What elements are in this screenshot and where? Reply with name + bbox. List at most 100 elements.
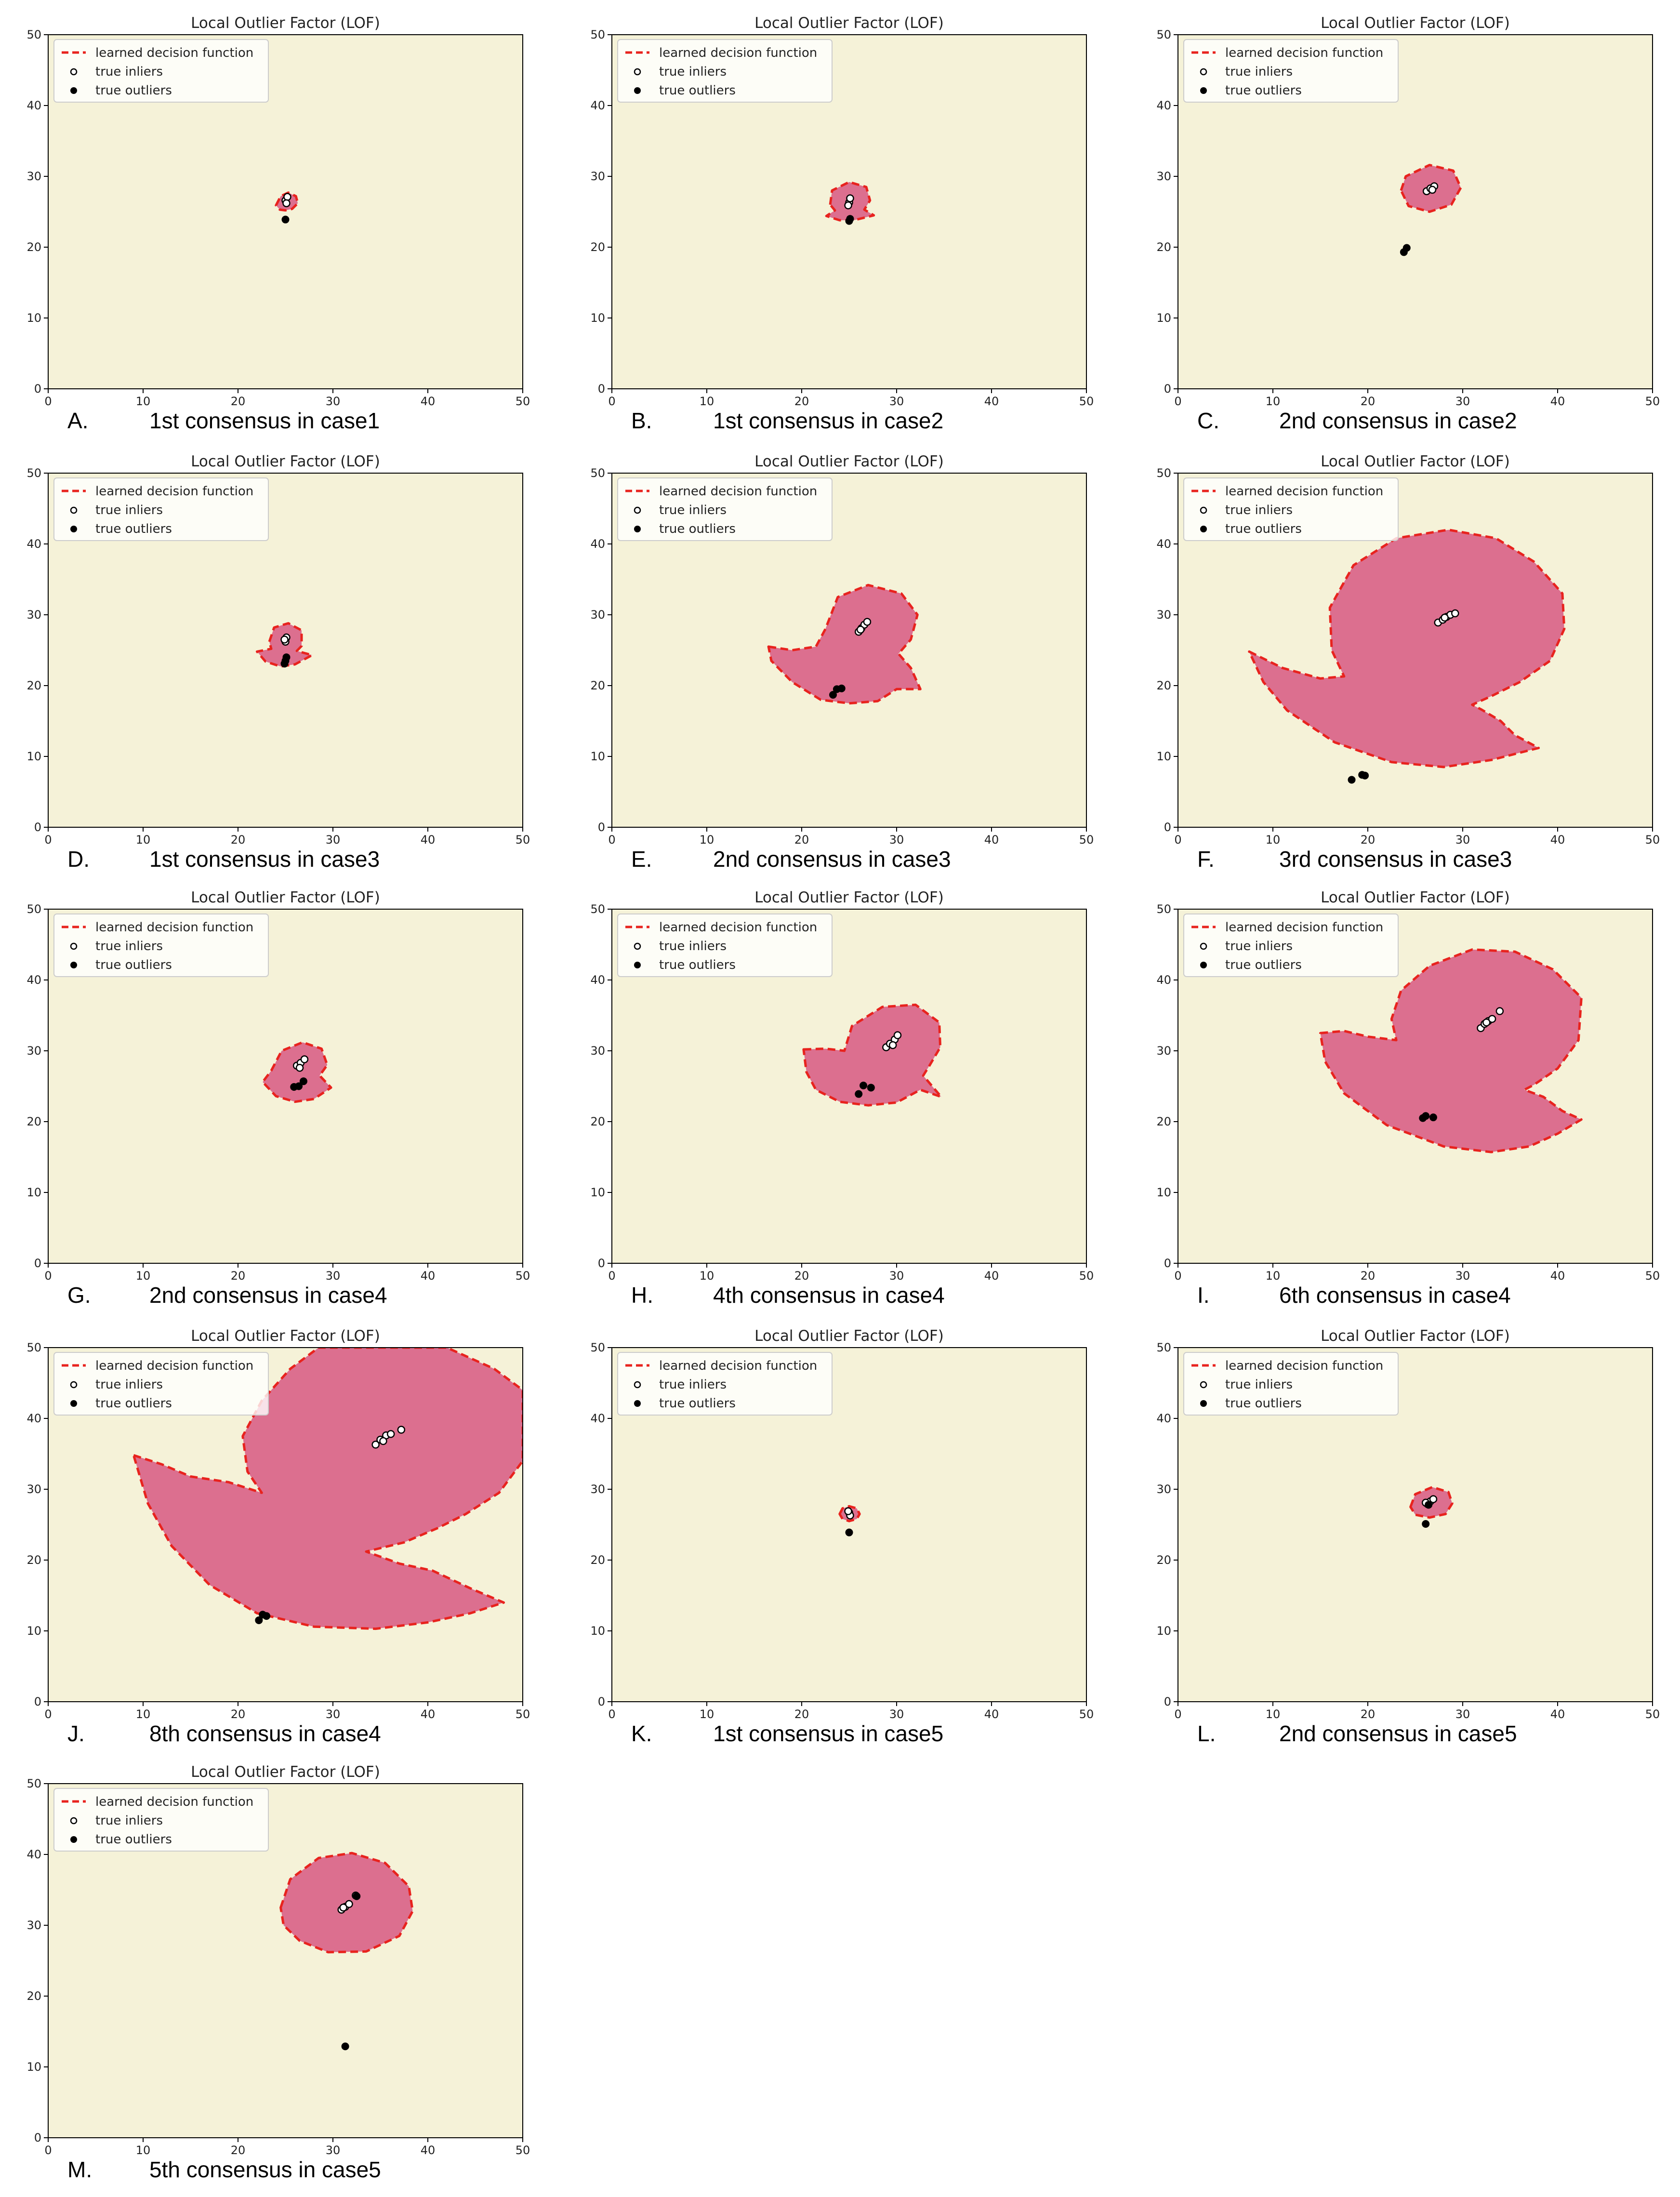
outlier-point <box>867 1084 875 1092</box>
chart-panel-J: Local Outlier Factor (LOF) 0 10 20 30 40 50 0 10… <box>0 1323 559 1756</box>
outlier-point <box>1348 776 1356 784</box>
legend-outlier-marker <box>634 962 641 968</box>
y-tick-label: 40 <box>26 99 41 112</box>
panel-caption: E. 2nd consensus in case3 <box>564 846 1123 880</box>
legend-inlier-marker <box>634 942 641 950</box>
outlier-point <box>1425 1501 1433 1509</box>
legend-label: true outliers <box>659 1396 736 1411</box>
inlier-point <box>379 1437 387 1445</box>
y-tick-label: 50 <box>26 28 41 41</box>
outlier-point <box>1402 244 1411 252</box>
x-tick-label: 20 <box>231 1707 246 1721</box>
y-tick-label: 20 <box>1156 679 1171 692</box>
legend-label: true outliers <box>1225 83 1302 98</box>
caption-text: 2nd consensus in case3 <box>713 847 951 872</box>
legend-label: learned decision function <box>659 1359 817 1373</box>
legend-inlier-marker <box>70 68 78 76</box>
lof-chart-I: Local Outlier Factor (LOF) 0 10 20 30 40 50 0 10… <box>1156 889 1660 1283</box>
legend-label: true outliers <box>1225 522 1302 536</box>
axes-frame <box>611 34 1087 389</box>
chart-panel-F: Local Outlier Factor (LOF) 0 10 20 30 40 50 0 10… <box>1130 448 1680 882</box>
y-tick-label: 0 <box>34 382 41 396</box>
y-tick-label: 30 <box>26 1482 41 1496</box>
legend-label: true inliers <box>659 503 727 517</box>
outlier-point <box>1422 1112 1430 1120</box>
chart-title: Local Outlier Factor (LOF) <box>191 1763 380 1781</box>
panel-caption: F. 3rd consensus in case3 <box>1130 846 1680 880</box>
y-tick-label: 10 <box>26 750 41 763</box>
legend-label: learned decision function <box>1225 1359 1383 1373</box>
y-tick-label: 20 <box>590 679 605 692</box>
chart-title: Local Outlier Factor (LOF) <box>1321 1327 1510 1345</box>
chart-panel-L: Local Outlier Factor (LOF) 0 10 20 30 40 50 0 10… <box>1130 1323 1680 1756</box>
inlier-point <box>295 1064 304 1072</box>
y-tick-label: 20 <box>26 1115 41 1128</box>
chart-title: Local Outlier Factor (LOF) <box>754 1327 944 1345</box>
legend: learned decision function true inliers tru… <box>1183 1352 1399 1416</box>
x-tick-label: 40 <box>984 1707 999 1721</box>
chart-title: Local Outlier Factor (LOF) <box>754 889 944 906</box>
x-tick-label: 0 <box>1174 395 1181 408</box>
y-tick-label: 0 <box>34 1257 41 1270</box>
x-tick-label: 30 <box>1455 833 1470 847</box>
legend-label: true outliers <box>95 522 172 536</box>
x-tick-label: 50 <box>516 833 530 847</box>
y-tick-label: 50 <box>1156 1341 1171 1354</box>
chart-panel-K: Local Outlier Factor (LOF) 0 10 20 30 40 50 0 10… <box>564 1323 1123 1756</box>
legend: learned decision function true inliers tru… <box>1183 39 1399 103</box>
inlier-point <box>282 199 291 208</box>
axes-frame <box>611 473 1087 828</box>
x-tick-label: 40 <box>1550 833 1565 847</box>
lof-chart-H: Local Outlier Factor (LOF) 0 10 20 30 40 50 0 10… <box>590 889 1094 1283</box>
y-tick-label: 50 <box>590 466 605 480</box>
x-tick-label: 30 <box>889 1269 904 1283</box>
axes-frame <box>48 34 523 389</box>
axes-frame <box>1177 34 1653 389</box>
caption-text: 2nd consensus in case2 <box>1279 408 1517 433</box>
legend-label: learned decision function <box>95 46 253 60</box>
inlier-point <box>1482 1018 1491 1027</box>
legend-label: learned decision function <box>95 484 253 499</box>
y-tick-label: 20 <box>1156 240 1171 254</box>
x-tick-label: 10 <box>1266 833 1281 847</box>
y-tick-label: 10 <box>26 1624 41 1638</box>
legend-inlier-marker <box>634 68 641 76</box>
panel-caption: D. 1st consensus in case3 <box>0 846 559 880</box>
chart-title: Local Outlier Factor (LOF) <box>754 14 944 32</box>
y-tick-label: 20 <box>26 240 41 254</box>
x-tick-label: 40 <box>421 395 436 408</box>
y-tick-label: 40 <box>590 973 605 987</box>
y-tick-label: 40 <box>26 1848 41 1861</box>
legend-inlier-marker <box>70 1817 78 1825</box>
legend-outlier-marker <box>70 1836 77 1843</box>
legend-label: true outliers <box>659 522 736 536</box>
y-tick-label: 0 <box>598 1257 605 1270</box>
chart-title: Local Outlier Factor (LOF) <box>191 1327 380 1345</box>
legend-label: true outliers <box>659 958 736 972</box>
y-tick-label: 50 <box>590 1341 605 1354</box>
x-tick-label: 20 <box>1361 1269 1376 1283</box>
axes-frame <box>48 909 523 1264</box>
legend-label: true inliers <box>95 939 163 953</box>
outlier-point <box>295 1082 303 1090</box>
y-tick-label: 40 <box>1156 973 1171 987</box>
legend-inlier-marker <box>634 506 641 514</box>
x-tick-label: 40 <box>421 1707 436 1721</box>
axes-frame <box>48 1347 523 1702</box>
y-tick-label: 10 <box>590 311 605 325</box>
legend: learned decision function true inliers tru… <box>1183 477 1399 541</box>
outlier-point <box>860 1082 868 1090</box>
outlier-point <box>846 215 854 223</box>
chart-panel-G: Local Outlier Factor (LOF) 0 10 20 30 40 50 0 10… <box>0 884 559 1318</box>
x-tick-label: 20 <box>794 833 809 847</box>
y-tick-label: 30 <box>26 608 41 622</box>
legend-label: true outliers <box>1225 958 1302 972</box>
legend-label: learned decision function <box>95 1359 253 1373</box>
x-tick-label: 40 <box>421 833 436 847</box>
x-tick-label: 40 <box>1550 1269 1565 1283</box>
y-tick-label: 10 <box>1156 1624 1171 1638</box>
inlier-point <box>844 201 852 210</box>
legend-label: true inliers <box>1225 65 1293 79</box>
x-tick-label: 40 <box>984 395 999 408</box>
